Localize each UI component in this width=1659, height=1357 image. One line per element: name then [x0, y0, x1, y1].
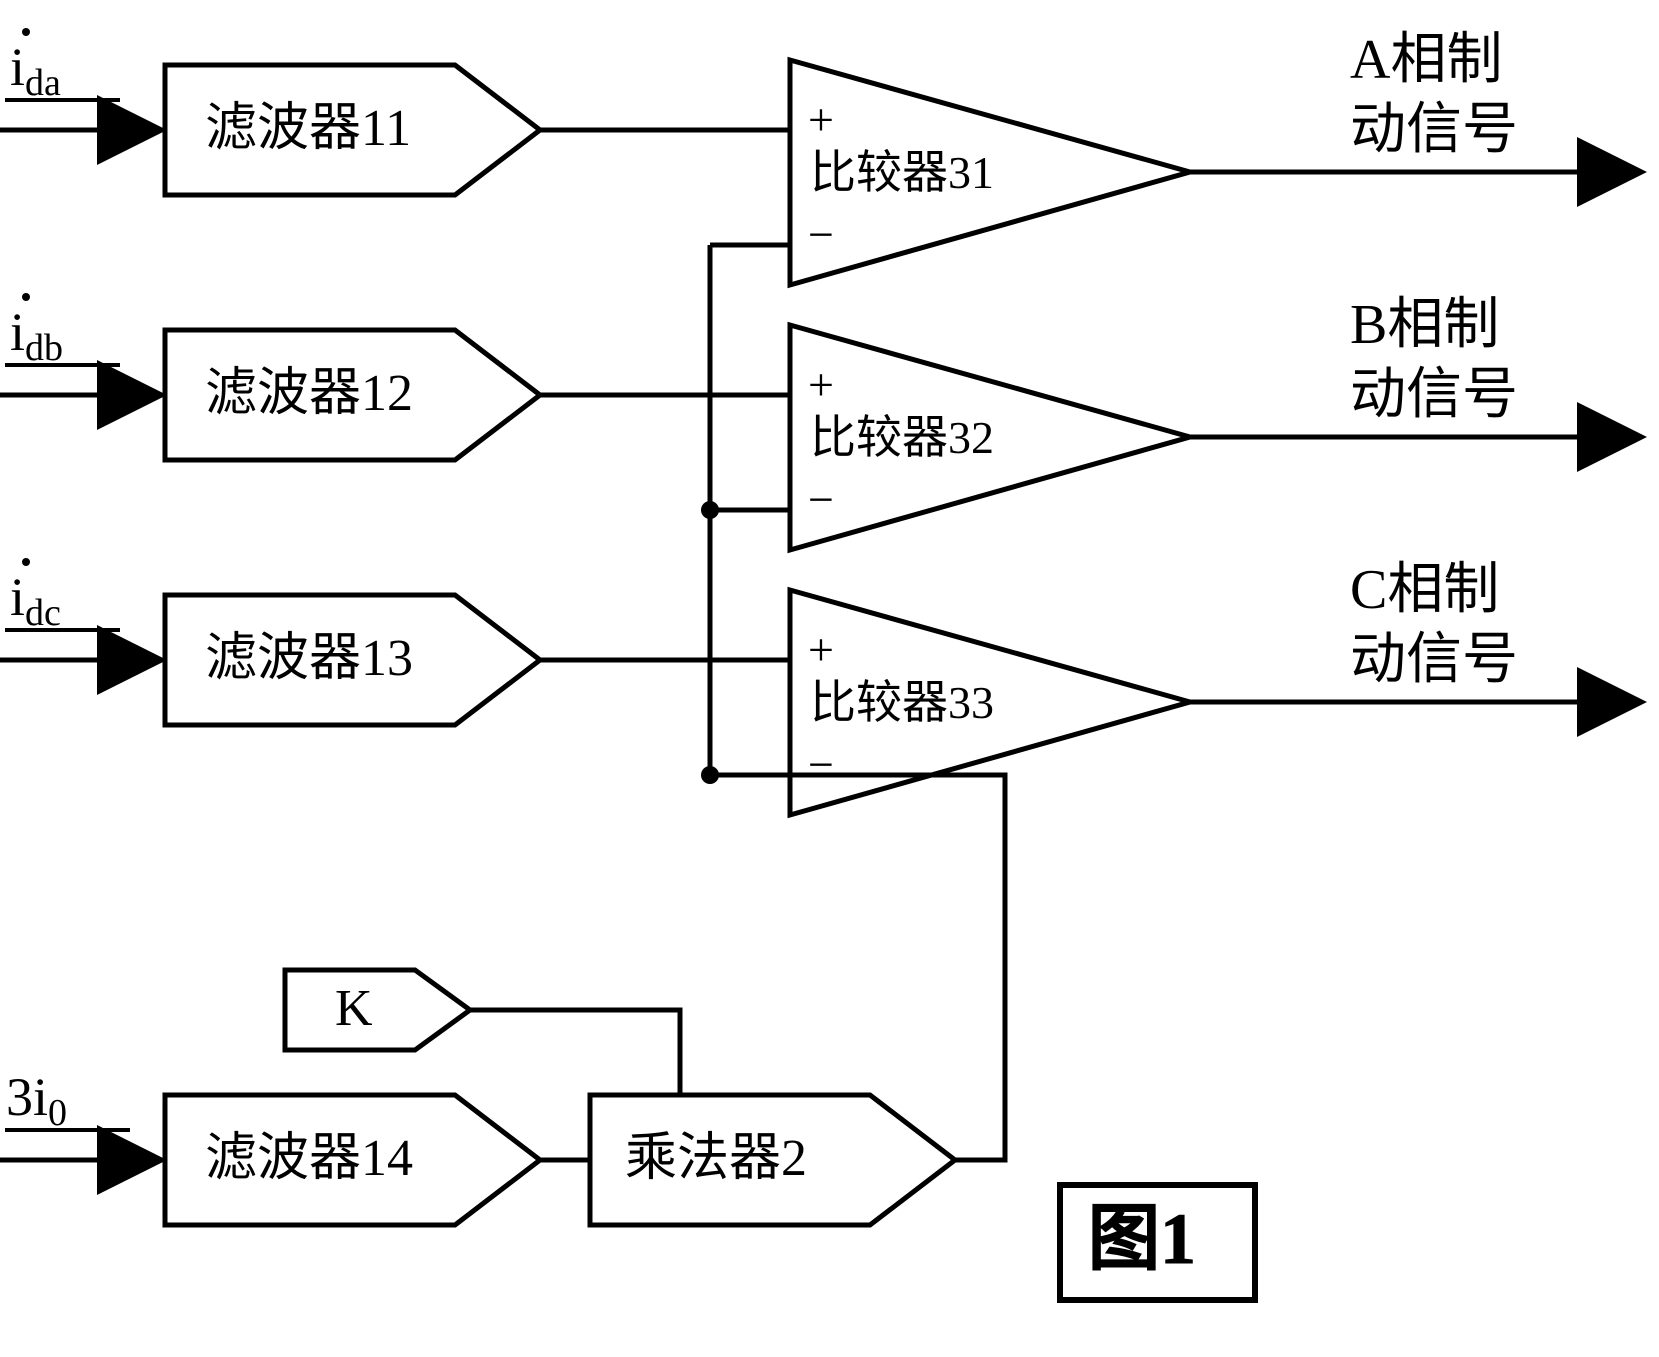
input-idb-sym: i	[10, 302, 25, 362]
input-idc: idc	[10, 568, 61, 627]
input-idc-sub: dc	[25, 592, 61, 634]
output-c-line1: C相制	[1350, 560, 1499, 622]
dot-idc	[22, 558, 30, 566]
output-c-line2: 动信号	[1350, 630, 1518, 692]
comp33-plus: +	[808, 625, 834, 676]
multiplier-label: 乘法器2	[625, 1130, 807, 1187]
input-3i0: 3i0	[6, 1068, 67, 1127]
filter-14-label: 滤波器14	[205, 1130, 413, 1187]
input-ida-sym: i	[10, 37, 25, 97]
input-idb: idb	[10, 303, 63, 362]
filter-11-label: 滤波器11	[205, 100, 411, 157]
output-b-line2: 动信号	[1350, 365, 1518, 427]
comp33-label: 比较器33	[810, 678, 994, 729]
output-b-line1: B相制	[1350, 295, 1499, 357]
filter-13-label: 滤波器13	[205, 630, 413, 687]
comp32-label: 比较器32	[810, 413, 994, 464]
junction-c33	[701, 766, 719, 784]
comp31-label: 比较器31	[810, 148, 994, 199]
gain-k-label: K	[335, 980, 373, 1037]
input-ida-sub: da	[25, 62, 61, 104]
input-3i0-sub: 0	[48, 1092, 67, 1134]
input-idb-sub: db	[25, 327, 63, 369]
input-3i0-sym: i	[33, 1067, 48, 1127]
output-a-line1: A相制	[1350, 30, 1502, 92]
output-a-line2: 动信号	[1350, 100, 1518, 162]
dot-idb	[22, 293, 30, 301]
wire-k-mult	[470, 1010, 680, 1095]
input-3i0-prefix: 3	[6, 1067, 33, 1127]
dot-ida	[22, 28, 30, 36]
comp31-minus: −	[808, 210, 834, 261]
filter-12-label: 滤波器12	[205, 365, 413, 422]
figure-caption: 图1	[1088, 1200, 1196, 1279]
comp33-minus: −	[808, 740, 834, 791]
comp32-plus: +	[808, 360, 834, 411]
comp32-minus: −	[808, 475, 834, 526]
diagram-canvas: ida idb idc 3i0 滤波器11 滤波器12 滤波器13 滤波器14 …	[0, 0, 1659, 1357]
input-idc-sym: i	[10, 567, 25, 627]
gain-k-shape	[285, 970, 470, 1050]
junction-c32	[701, 501, 719, 519]
input-ida: ida	[10, 38, 61, 97]
comp31-plus: +	[808, 95, 834, 146]
